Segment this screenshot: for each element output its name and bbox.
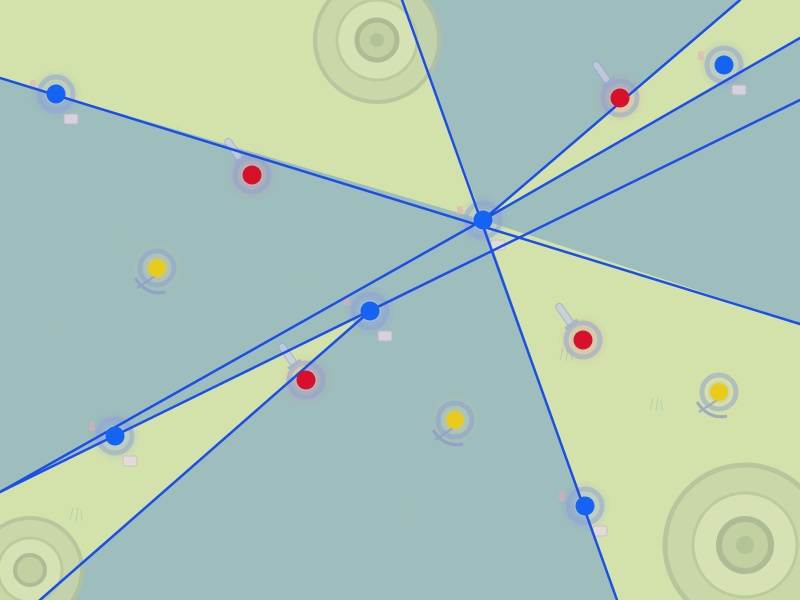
scout-ally-marker[interactable] (575, 496, 595, 516)
hub-ally-marker[interactable] (473, 210, 493, 230)
mage-ally-marker[interactable] (46, 84, 66, 104)
scroll-icon (63, 113, 79, 125)
sword-icon (278, 342, 302, 371)
brute-enemy-marker[interactable] (296, 370, 316, 390)
crossbow-neutral-east-marker[interactable] (710, 383, 728, 401)
grass-tuft (299, 276, 313, 292)
scroll-icon (592, 525, 608, 537)
grass-tuft (639, 161, 653, 177)
sword-icon (592, 60, 616, 89)
raider-enemy-marker[interactable] (610, 88, 630, 108)
shield-icon (698, 51, 704, 60)
shield-icon (344, 297, 350, 306)
ray-line (38, 309, 372, 600)
grass-tuft (649, 396, 663, 412)
round-stone-pad-icon (313, 0, 441, 104)
ray-line (0, 218, 485, 494)
knight-enemy-marker[interactable] (573, 330, 593, 350)
crossbow-neutral-center-marker[interactable] (446, 411, 464, 429)
ray-line (0, 76, 800, 326)
ray-line (481, 0, 742, 222)
grass-tuft (399, 506, 413, 522)
scroll-icon (122, 455, 138, 467)
relay-ally-marker[interactable] (360, 301, 380, 321)
round-stone-pad-icon (662, 462, 800, 600)
zone-southwest (0, 311, 370, 600)
ray-line (481, 36, 800, 222)
round-stone-pad-icon (0, 516, 84, 600)
ray-line (0, 98, 800, 494)
swordsman-enemy-marker[interactable] (242, 165, 262, 185)
archer-ally-marker[interactable] (105, 426, 125, 446)
sword-icon (555, 302, 579, 331)
grass-tuft (51, 316, 65, 332)
shield-icon (457, 206, 463, 215)
grass-tuft (119, 231, 133, 247)
grass-tuft (69, 506, 83, 522)
corner-ally-marker[interactable] (714, 55, 734, 75)
shield-icon (89, 422, 95, 431)
shield-icon (559, 492, 565, 501)
crossbow-neutral-west-marker[interactable] (148, 259, 166, 277)
scroll-icon (377, 330, 393, 342)
scroll-icon (731, 84, 747, 96)
